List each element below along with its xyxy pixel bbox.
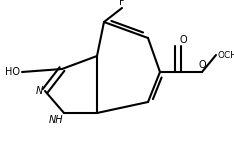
- Text: O: O: [198, 60, 206, 70]
- Text: O: O: [180, 35, 188, 45]
- Text: NH: NH: [48, 115, 63, 125]
- Text: OCH₃: OCH₃: [217, 51, 234, 60]
- Text: F: F: [119, 0, 125, 7]
- Text: N: N: [36, 86, 43, 96]
- Text: HO: HO: [5, 67, 20, 77]
